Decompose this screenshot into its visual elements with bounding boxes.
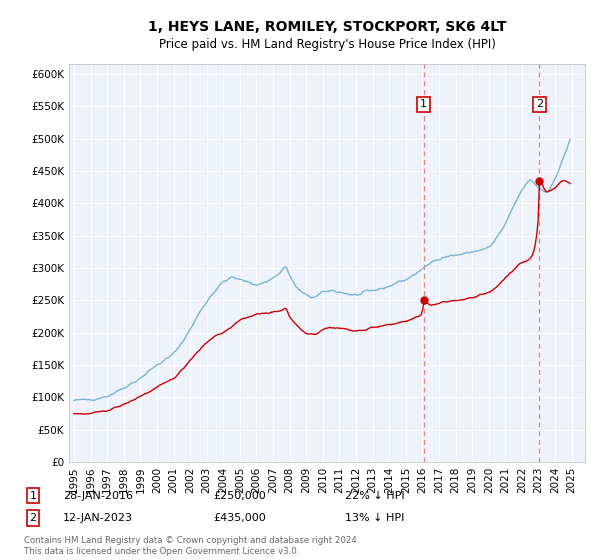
- Text: 13% ↓ HPI: 13% ↓ HPI: [345, 513, 404, 523]
- Text: Price paid vs. HM Land Registry's House Price Index (HPI): Price paid vs. HM Land Registry's House …: [158, 38, 496, 50]
- Text: 1: 1: [29, 491, 37, 501]
- Text: 1: 1: [420, 100, 427, 110]
- Text: 2: 2: [536, 100, 543, 110]
- Text: 12-JAN-2023: 12-JAN-2023: [63, 513, 133, 523]
- Text: 1, HEYS LANE, ROMILEY, STOCKPORT, SK6 4LT: 1, HEYS LANE, ROMILEY, STOCKPORT, SK6 4L…: [148, 20, 506, 34]
- Text: Contains HM Land Registry data © Crown copyright and database right 2024.
This d: Contains HM Land Registry data © Crown c…: [24, 536, 359, 556]
- Text: 22% ↓ HPI: 22% ↓ HPI: [345, 491, 404, 501]
- Text: £250,000: £250,000: [213, 491, 266, 501]
- Text: 2: 2: [29, 513, 37, 523]
- Text: £435,000: £435,000: [213, 513, 266, 523]
- Text: 28-JAN-2016: 28-JAN-2016: [63, 491, 133, 501]
